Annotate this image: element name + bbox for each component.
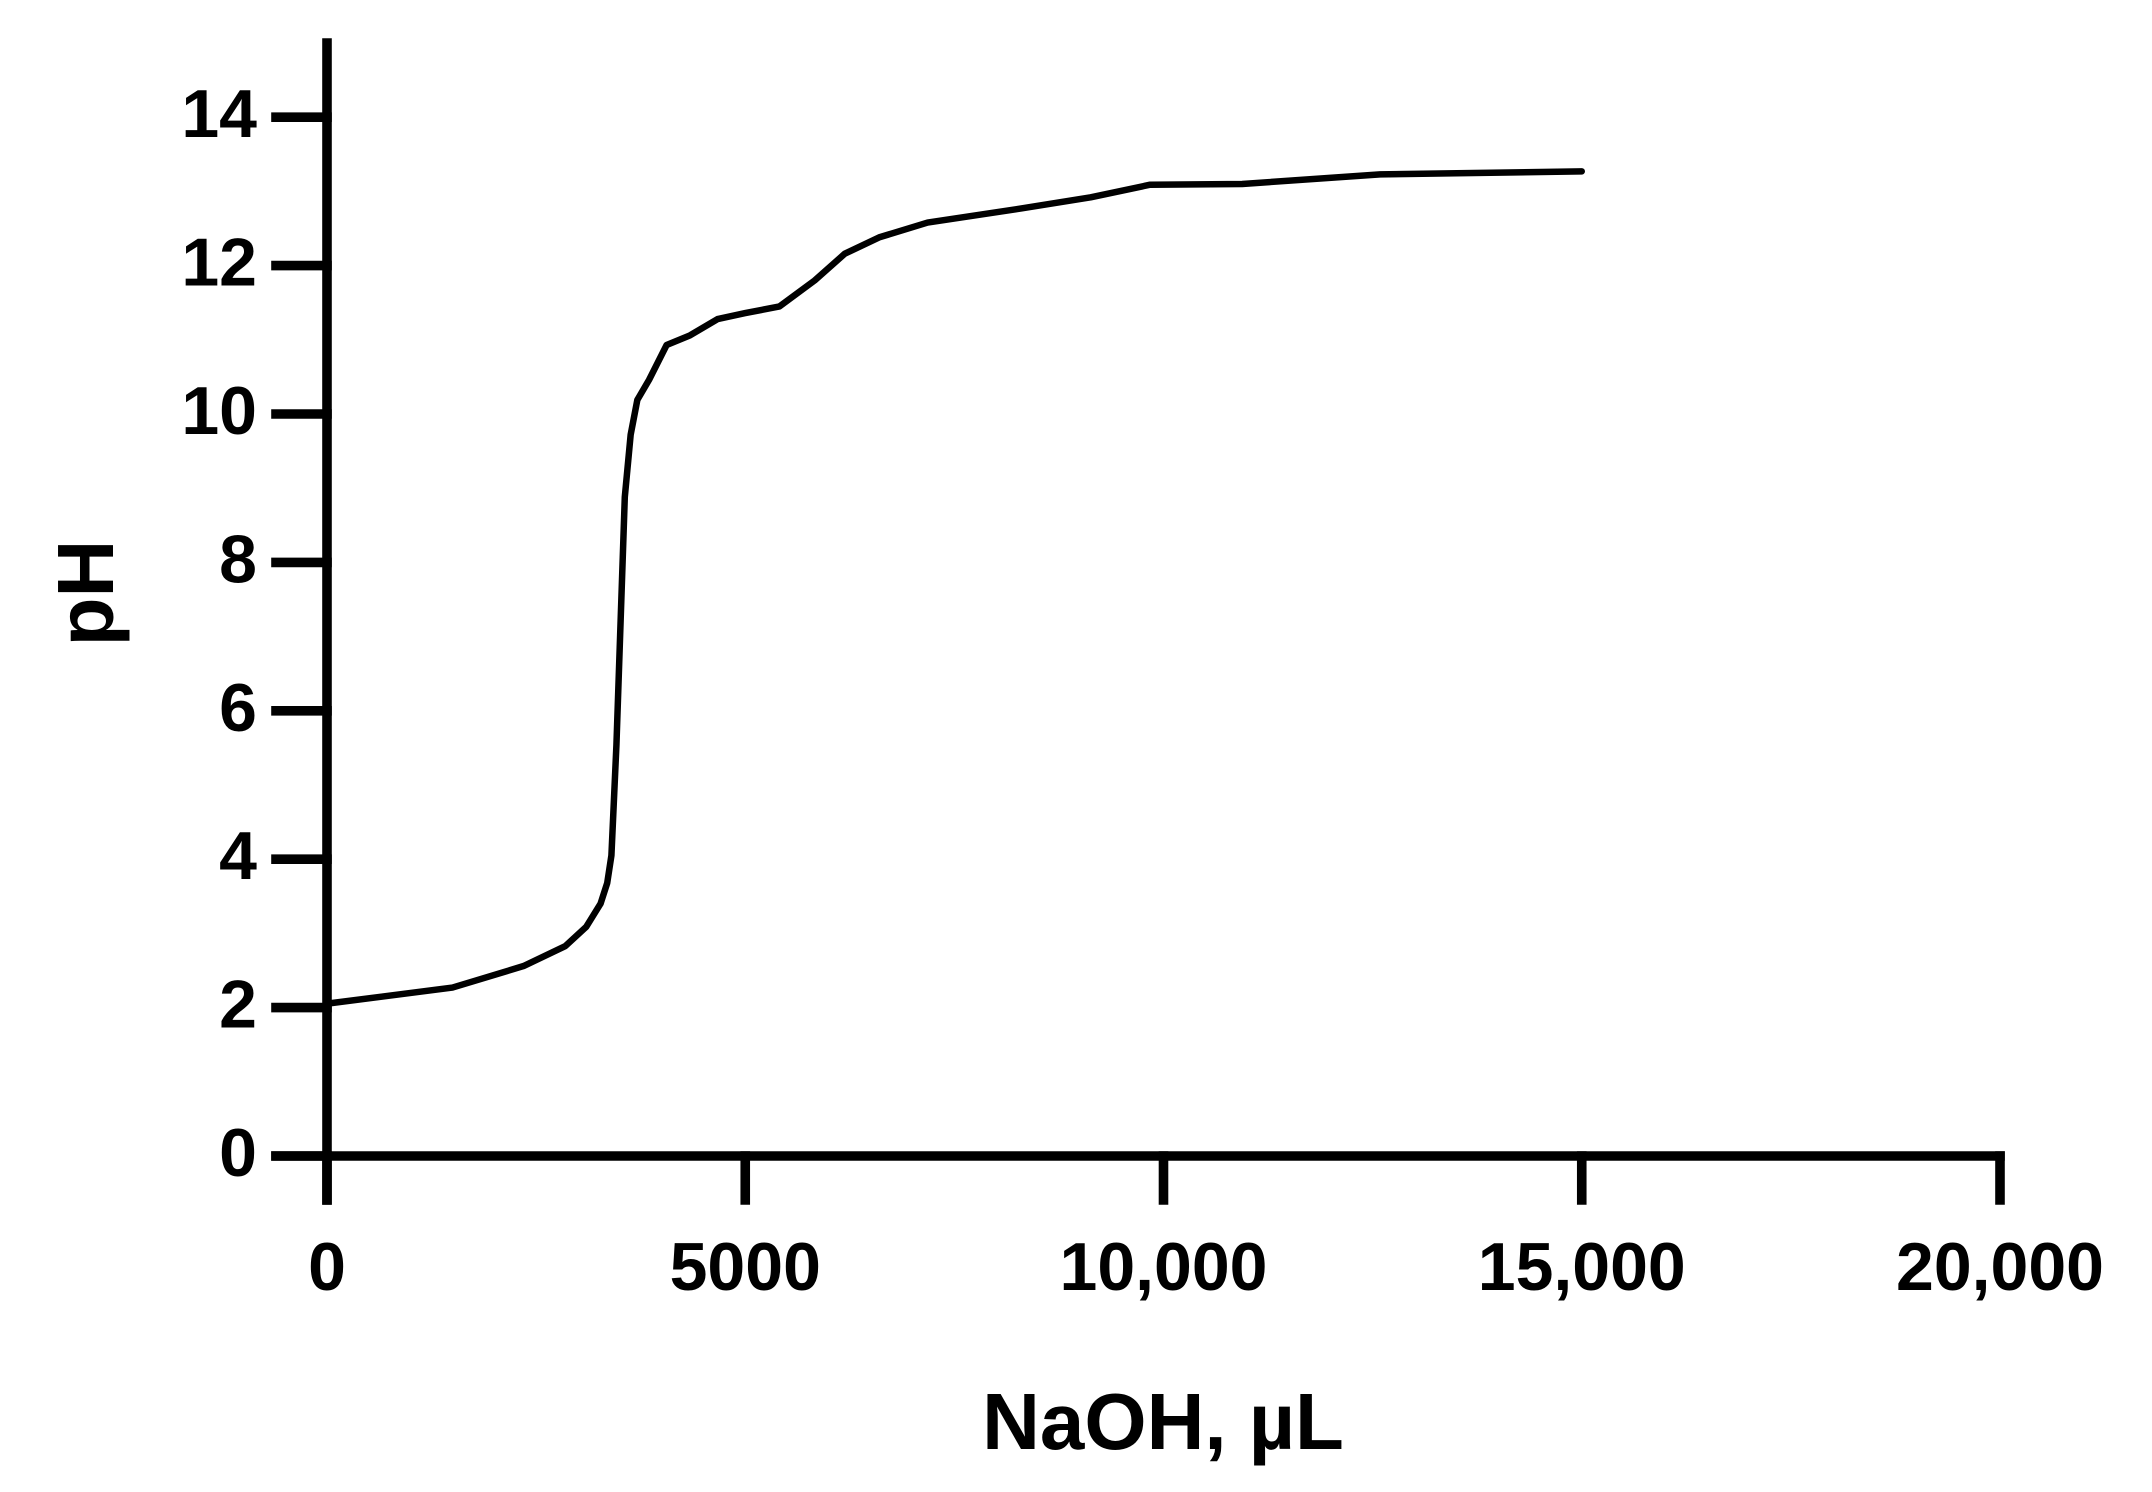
- y-axis-title: pH: [41, 540, 130, 647]
- y-tick-label: 14: [181, 76, 257, 152]
- x-tick-label: 0: [308, 1229, 346, 1305]
- x-tick-label: 15,000: [1478, 1229, 1686, 1305]
- x-tick-label: 10,000: [1060, 1229, 1268, 1305]
- data-line: [327, 168, 1585, 1007]
- y-tick-label: 6: [219, 670, 257, 746]
- y-tick-label: 4: [219, 818, 257, 894]
- y-tick-label: 2: [219, 967, 257, 1043]
- y-tick-label: 0: [219, 1115, 257, 1191]
- y-tick-label: 8: [219, 521, 257, 597]
- x-axis-title: NaOH, µL: [982, 1377, 1344, 1466]
- y-tick-label: 10: [181, 373, 257, 449]
- x-tick-label: 20,000: [1896, 1229, 2104, 1305]
- x-tick-label: 5000: [670, 1229, 821, 1305]
- y-tick-label: 12: [181, 225, 257, 301]
